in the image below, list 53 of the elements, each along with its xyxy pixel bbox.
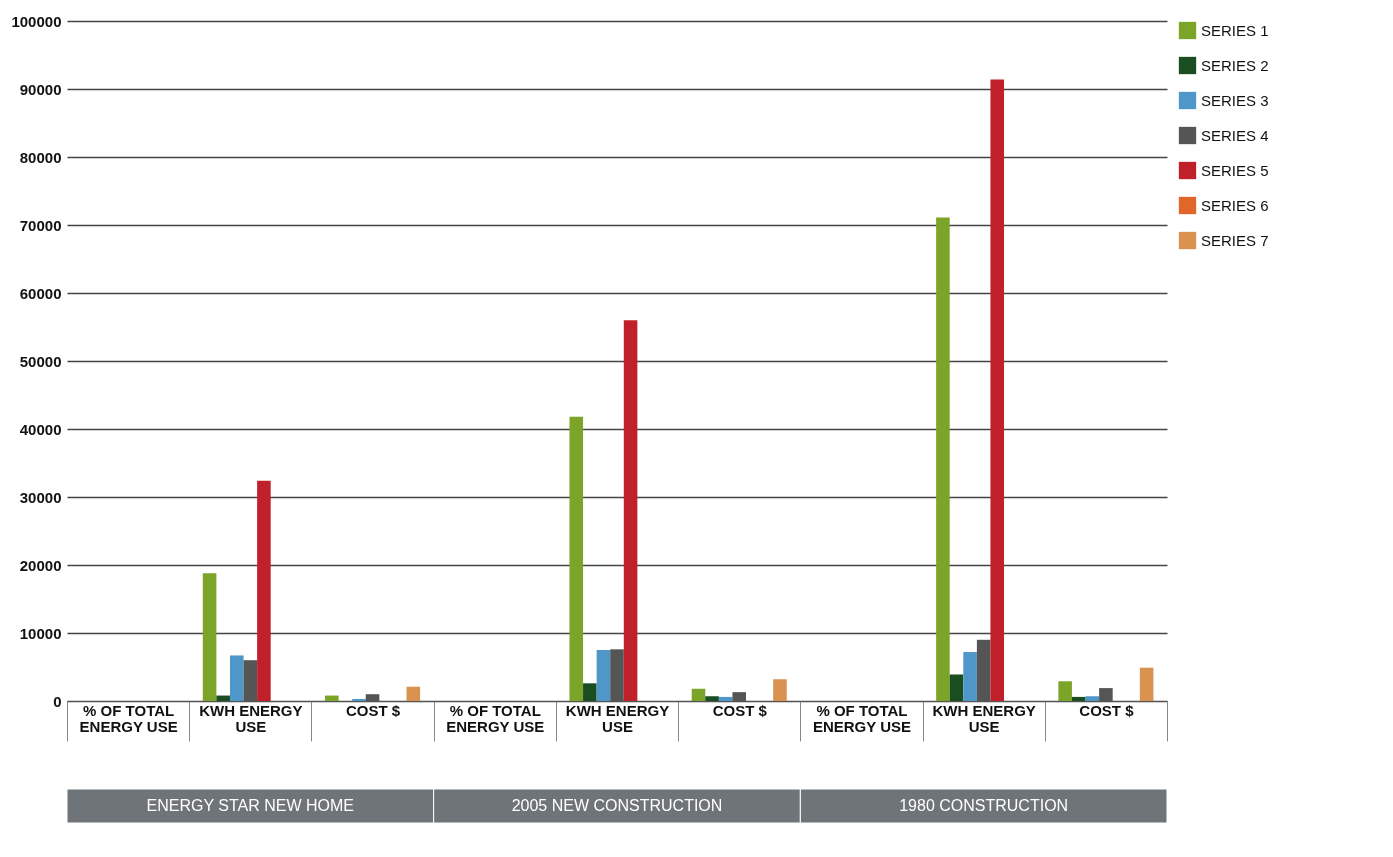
- legend-label: SERIES 3: [1201, 91, 1269, 109]
- bar: [773, 679, 787, 701]
- bar: [352, 698, 366, 701]
- text: 2005 NEW CONSTRUCTION: [511, 797, 723, 814]
- text: ENERGY STAR NEW HOME: [146, 797, 355, 814]
- x-tick-label: KWH ENERGY USE: [565, 701, 670, 735]
- y-tick-label: 100000: [11, 12, 62, 30]
- y-tick-label: 0: [53, 692, 62, 710]
- x-tick-label: COST $: [1079, 701, 1135, 719]
- bar: [325, 695, 339, 701]
- legend-label: SERIES 4: [1201, 126, 1269, 144]
- x-tick-label: KWH ENERGY USE: [932, 701, 1036, 735]
- bar: [718, 696, 733, 701]
- y-tick-label: 10000: [19, 624, 62, 642]
- bar: [936, 217, 950, 701]
- y-tick-label: 50000: [19, 352, 62, 370]
- y-tick-label: 80000: [19, 148, 62, 166]
- bar: [596, 650, 611, 701]
- x-tick-label: % OF TOTAL ENERGY USE: [79, 701, 178, 735]
- bar: [949, 674, 964, 701]
- y-tick-label: 60000: [19, 284, 62, 302]
- bar: [202, 573, 217, 701]
- legend-label: SERIES 2: [1201, 56, 1269, 74]
- y-tick-label: 70000: [19, 216, 62, 234]
- bar: [1058, 681, 1072, 701]
- bar: [705, 696, 719, 701]
- y-tick-label: 40000: [19, 420, 62, 438]
- bar: [406, 686, 421, 701]
- bar: [569, 416, 584, 701]
- x-tick-label: % OF TOTAL ENERGY USE: [446, 701, 545, 735]
- y-tick-label: 20000: [19, 556, 62, 574]
- x-tick-label: KWH ENERGY USE: [199, 701, 303, 735]
- legend-label: SERIES 1: [1201, 21, 1269, 39]
- x-tick-label: COST $: [345, 701, 401, 719]
- bar: [963, 652, 977, 701]
- bar: [691, 688, 706, 701]
- bar: [1139, 667, 1154, 701]
- bar: [229, 655, 244, 701]
- bar: [623, 320, 638, 701]
- text: 1980 CONSTRUCTION: [899, 797, 1069, 814]
- bar: [1085, 696, 1100, 701]
- bar: [583, 683, 597, 701]
- y-tick-label: 90000: [19, 80, 62, 98]
- bar: [216, 695, 230, 701]
- x-tick-label: COST $: [712, 701, 768, 719]
- legend-label: SERIES 6: [1201, 196, 1269, 214]
- bar: [1071, 696, 1086, 701]
- x-tick-label: % OF TOTAL ENERGY USE: [812, 701, 911, 735]
- legend-label: SERIES 7: [1201, 231, 1269, 249]
- y-tick-label: 30000: [19, 488, 62, 506]
- bar: [257, 480, 271, 701]
- bar: [990, 79, 1005, 701]
- legend-label: SERIES 5: [1201, 161, 1269, 179]
